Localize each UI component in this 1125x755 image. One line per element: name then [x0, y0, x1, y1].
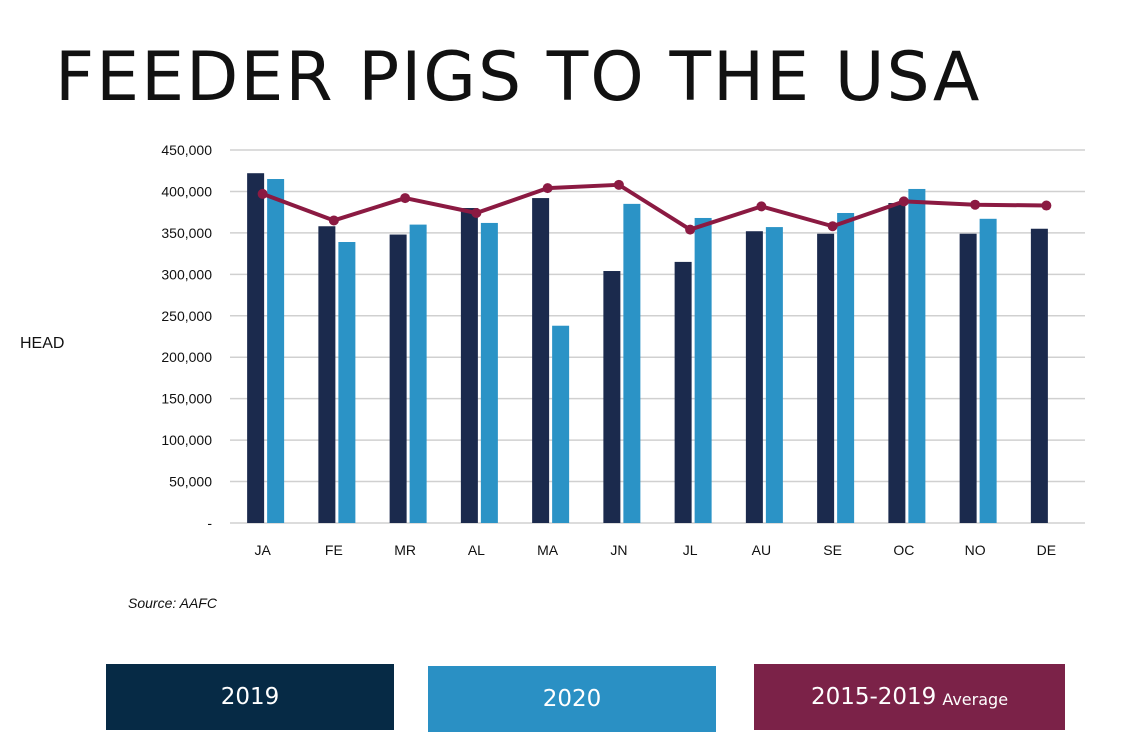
bar-2019-no — [959, 233, 977, 523]
bar-2020-jl — [694, 217, 712, 524]
x-tick-label: JL — [683, 542, 698, 558]
bars — [247, 173, 1048, 524]
average-point-se — [827, 221, 838, 232]
y-tick-label: - — [207, 515, 212, 531]
bar-2020-mr — [409, 224, 427, 523]
legend-average: 2015-2019 Average — [754, 664, 1065, 730]
y-tick-label: 200,000 — [161, 349, 212, 365]
y-axis-label: HEAD — [20, 335, 65, 352]
y-tick-label: 300,000 — [161, 266, 212, 282]
bar-2019-ma — [532, 198, 550, 523]
legend-2020: 2020 — [428, 666, 716, 732]
x-tick-label: AL — [468, 542, 485, 558]
average-point-oc — [898, 196, 909, 207]
bar-2019-mr — [389, 234, 407, 523]
legend-2020-label: 2020 — [542, 686, 602, 712]
bar-2019-al — [460, 208, 478, 523]
bar-2019-jn — [603, 271, 621, 523]
average-point-au — [756, 201, 767, 212]
y-tick-label: 100,000 — [161, 432, 212, 448]
x-tick-label: SE — [823, 542, 842, 558]
y-tick-label: 150,000 — [161, 391, 212, 407]
x-tick-label: NO — [965, 542, 986, 558]
bar-2020-fe — [338, 242, 356, 524]
bar-2020-au — [765, 227, 783, 523]
x-tick-labels: JA FE MR AL MA JN JL AU SE OC NO DE — [254, 542, 1056, 558]
bar-2019-jl — [674, 261, 692, 523]
legend-average-label: 2015-2019 — [810, 684, 937, 710]
y-tick-labels: - 50,000 100,000 150,000 200,000 250,000 300,0… — [161, 142, 212, 531]
y-tick-label: 350,000 — [161, 225, 212, 241]
bar-2019-au — [745, 231, 763, 523]
bar-2019-fe — [318, 226, 336, 523]
average-line — [257, 179, 1052, 235]
y-tick-label: 250,000 — [161, 308, 212, 324]
bar-2020-oc — [908, 188, 926, 524]
gridlines — [230, 149, 1085, 524]
average-point-ja — [257, 188, 268, 199]
x-tick-label: DE — [1037, 542, 1056, 558]
chart-title: FEEDER PIGS TO THE USA — [55, 38, 982, 117]
bar-2019-se — [817, 233, 835, 523]
average-point-al — [471, 207, 482, 218]
average-point-jn — [613, 179, 624, 190]
bar-2019-de — [1030, 228, 1048, 523]
feeder-pigs-chart: - 50,000 100,000 150,000 200,000 250,000 300,0… — [161, 142, 1085, 558]
average-point-de — [1041, 200, 1052, 211]
x-tick-label: AU — [752, 542, 771, 558]
x-tick-label: FE — [325, 542, 343, 558]
legend-2019-label: 2019 — [220, 684, 280, 710]
average-point-jl — [685, 224, 696, 235]
x-tick-label: MA — [537, 542, 559, 558]
bar-2019-oc — [888, 203, 906, 523]
y-tick-label: 450,000 — [161, 142, 212, 158]
bar-2020-jn — [623, 203, 641, 523]
source-note: Source: AAFC — [128, 595, 217, 611]
x-tick-label: MR — [394, 542, 416, 558]
bar-2020-ma — [552, 325, 570, 523]
bar-2020-no — [979, 218, 997, 523]
legend-average-suffix: Average — [942, 690, 1009, 709]
x-tick-label: OC — [893, 542, 914, 558]
bar-2020-al — [480, 222, 498, 524]
x-tick-label: JA — [254, 542, 271, 558]
bar-2020-se — [837, 212, 855, 524]
legend-2019: 2019 — [106, 664, 394, 730]
y-tick-label: 50,000 — [169, 474, 212, 490]
y-tick-label: 400,000 — [161, 183, 212, 199]
average-point-fe — [328, 215, 339, 226]
average-point-no — [970, 199, 981, 210]
bar-2019-ja — [247, 173, 265, 523]
average-line-path — [261, 182, 1047, 232]
x-tick-label: JN — [610, 542, 627, 558]
average-point-ma — [542, 183, 553, 194]
bar-2020-ja — [267, 179, 285, 523]
average-point-mr — [400, 193, 411, 204]
